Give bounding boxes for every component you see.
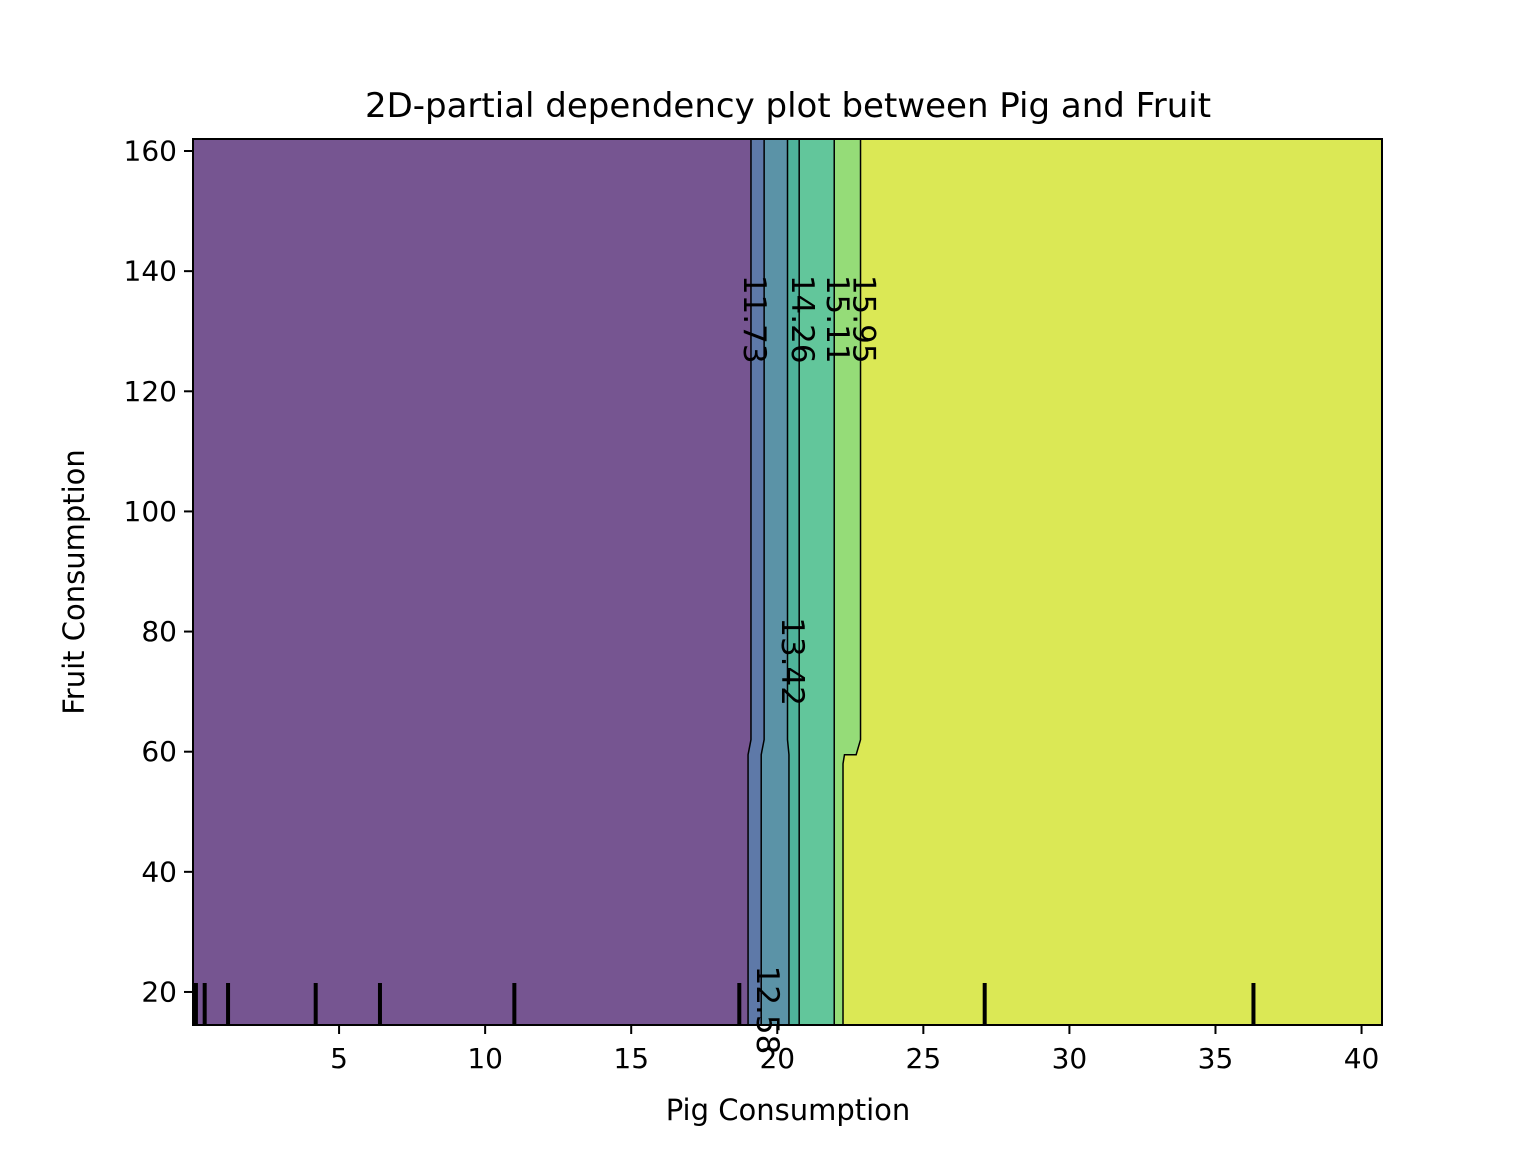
y-tick-label: 120 bbox=[124, 375, 177, 408]
x-axis-label: Pig Consumption bbox=[666, 1093, 911, 1127]
contour-band-1 bbox=[192, 138, 752, 1026]
contour-line-1 bbox=[747, 139, 752, 1025]
contour-bands bbox=[192, 138, 1383, 1026]
rug-marks bbox=[193, 983, 1256, 1025]
contour-line-6 bbox=[842, 139, 862, 1025]
contour-label-6: 15.95 bbox=[845, 275, 881, 364]
y-axis-ticks: 20 40 60 80 100 120 140 160 bbox=[124, 135, 193, 1008]
contour-lines bbox=[747, 139, 862, 1025]
contour-band-3 bbox=[760, 138, 790, 1026]
y-tick-label: 100 bbox=[124, 495, 177, 528]
y-tick-label: 60 bbox=[141, 735, 177, 768]
contour-label-1: 11.73 bbox=[736, 275, 772, 364]
contour-label-3: 13.42 bbox=[774, 617, 810, 706]
y-tick-label: 140 bbox=[124, 255, 177, 288]
y-tick-label: 160 bbox=[124, 135, 177, 168]
contour-line-3 bbox=[786, 139, 790, 1025]
x-tick-label: 15 bbox=[613, 1042, 649, 1075]
x-tick-label: 5 bbox=[330, 1042, 348, 1075]
contour-line-2 bbox=[760, 139, 765, 1025]
contour-band-5 bbox=[798, 138, 835, 1026]
x-tick-label: 30 bbox=[1052, 1042, 1088, 1075]
x-tick-label: 25 bbox=[906, 1042, 942, 1075]
y-axis-label: Fruit Consumption bbox=[57, 449, 91, 715]
x-tick-label: 10 bbox=[467, 1042, 503, 1075]
plot-frame bbox=[192, 138, 1383, 1026]
contour-label-4: 14.26 bbox=[784, 275, 820, 364]
chart-title: 2D-partial dependency plot between Pig a… bbox=[365, 86, 1211, 126]
x-tick-label: 20 bbox=[759, 1042, 795, 1075]
x-axis-ticks: 5 10 15 20 25 30 35 40 bbox=[330, 1025, 1379, 1075]
contour-label-2: 12.58 bbox=[749, 966, 785, 1055]
y-tick-label: 80 bbox=[141, 615, 177, 648]
x-tick-label: 40 bbox=[1344, 1042, 1380, 1075]
y-tick-label: 40 bbox=[141, 855, 177, 888]
contour-band-7 bbox=[842, 138, 1383, 1026]
contour-label-5: 15.11 bbox=[819, 275, 855, 364]
y-tick-label: 20 bbox=[141, 975, 177, 1008]
x-tick-label: 35 bbox=[1198, 1042, 1234, 1075]
